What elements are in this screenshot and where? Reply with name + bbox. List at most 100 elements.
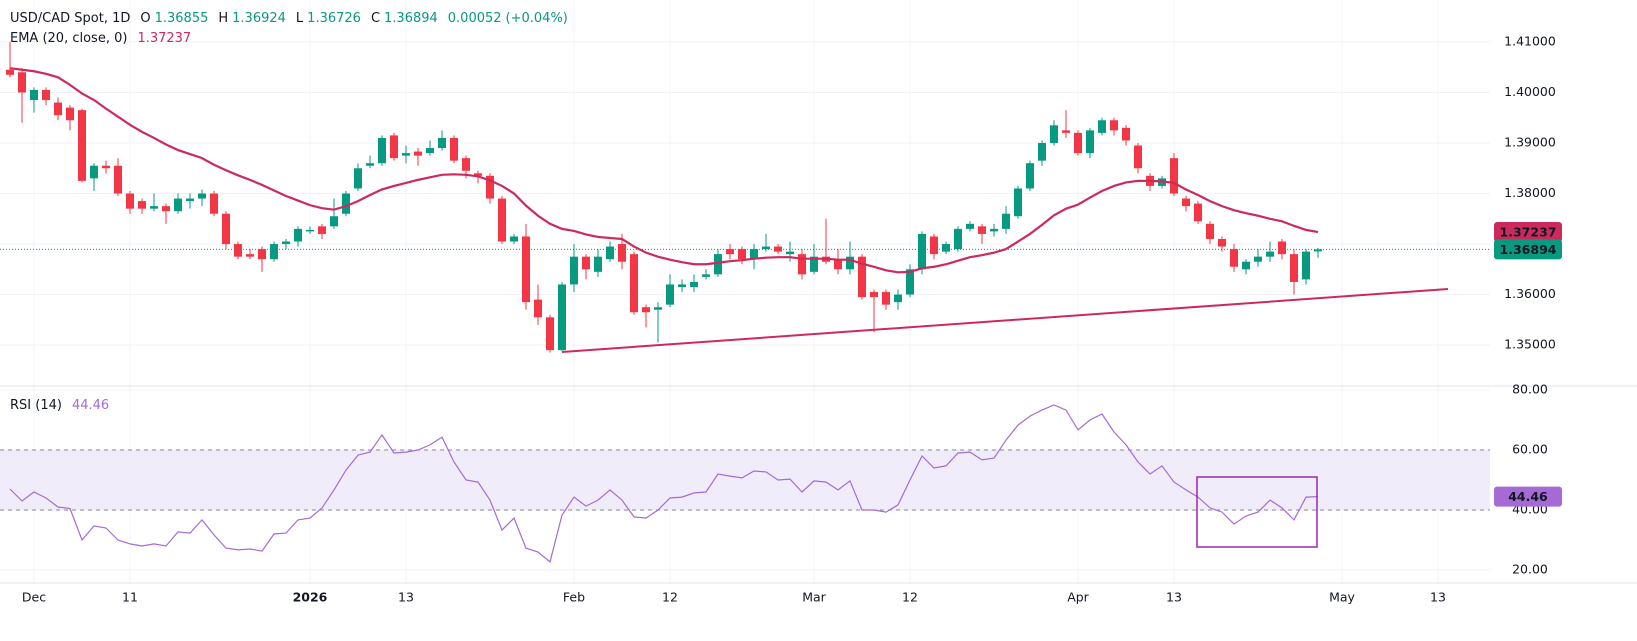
candle-body — [474, 173, 482, 176]
candle-body — [1062, 130, 1070, 133]
candle-body — [798, 254, 806, 275]
x-tick-label: 13 — [1166, 590, 1182, 605]
highlight-box — [1196, 476, 1318, 548]
candle-body — [1194, 203, 1202, 222]
rsi-name: RSI (14) — [10, 398, 62, 413]
candle-body — [1110, 120, 1118, 131]
candle-body — [78, 110, 86, 181]
labels-layer: Dec 11 2026 13 Feb 12 Mar 12 Apr 13 May 13 1.35000 1.… — [22, 33, 1562, 605]
candle-body — [1230, 249, 1238, 267]
candle-body — [546, 317, 554, 351]
candle-body — [726, 249, 734, 255]
candle-body — [1122, 127, 1130, 141]
candle-body — [1170, 158, 1178, 194]
candle-body — [390, 135, 398, 159]
ema-value: 1.37237 — [137, 31, 192, 46]
candle-body — [258, 249, 266, 260]
x-tick-label: 11 — [122, 590, 138, 605]
candle-body — [282, 241, 290, 245]
candle-body — [654, 307, 662, 310]
candle-body — [18, 72, 26, 93]
candle-body — [498, 198, 506, 242]
candle-body — [978, 226, 986, 234]
candle-body — [150, 206, 158, 209]
candle-body — [1290, 254, 1298, 282]
series-line — [9, 404, 1319, 563]
candle-body — [930, 236, 938, 255]
candle-body — [306, 229, 314, 232]
ohlc-value: 1.36726 — [307, 11, 361, 26]
candle-body — [1026, 163, 1034, 189]
candle-body — [810, 256, 818, 272]
y-tick-label: 1.40000 — [1504, 84, 1556, 99]
symbol: USD/CAD Spot, 1D — [10, 11, 131, 26]
candle-body — [330, 216, 338, 227]
candle-body — [138, 201, 146, 209]
x-tick-label: 2026 — [293, 590, 328, 605]
candle-body — [906, 269, 914, 295]
x-tick-label: May — [1329, 590, 1355, 605]
y-tick-label: 80.00 — [1512, 382, 1548, 397]
candle-body — [30, 89, 38, 101]
series-line — [9, 67, 1319, 274]
candle-body — [966, 223, 974, 229]
candle-body — [558, 284, 566, 351]
rsi-value: 44.46 — [71, 398, 110, 413]
candle-body — [342, 193, 350, 214]
candle-body — [1134, 145, 1142, 169]
candle-body — [678, 284, 686, 287]
ohlc-label: O — [140, 11, 151, 26]
candle-body — [246, 254, 254, 257]
ohlc-label: L — [295, 11, 304, 26]
candle-body — [198, 193, 206, 199]
candle-body — [318, 226, 326, 234]
candle-body — [1182, 198, 1190, 207]
ema-name: EMA (20, close, 0) — [10, 31, 128, 46]
marks-layer — [0, 41, 1490, 563]
candle-body — [270, 244, 278, 260]
candle-body — [510, 236, 518, 242]
y-tick-label: 1.36000 — [1504, 286, 1556, 301]
candle-body — [438, 137, 446, 149]
last-price-tag: 1.36894 — [1500, 242, 1557, 257]
candle-body — [762, 246, 770, 250]
ohlc-label: C — [370, 11, 381, 26]
candle-body — [870, 292, 878, 298]
candle-body — [942, 244, 950, 252]
x-tick-label: 12 — [662, 590, 678, 605]
candle-body — [630, 254, 638, 313]
candle-body — [594, 256, 602, 272]
candle-body — [1014, 188, 1022, 217]
candle-body — [750, 249, 758, 260]
candle-body — [690, 281, 698, 287]
candle-body — [1302, 251, 1310, 280]
candle-body — [846, 256, 854, 270]
x-tick-label: 12 — [902, 590, 918, 605]
candle-body — [222, 213, 230, 245]
candle-body — [354, 168, 362, 189]
ema-legend: EMA (20, close, 0) 1.37237 — [10, 31, 191, 46]
candle-body — [990, 228, 998, 232]
candle-body — [1266, 251, 1274, 257]
change: 0.00052 — [447, 11, 502, 26]
candle-body — [882, 292, 890, 305]
candle-body — [714, 254, 722, 275]
candle-body — [642, 307, 650, 313]
ohlc-value: 1.36924 — [232, 11, 286, 26]
change-pct: (+0.04%) — [505, 11, 568, 26]
candle-body — [210, 193, 218, 214]
candle-body — [126, 193, 134, 209]
x-tick-label: Apr — [1067, 590, 1089, 605]
candle-body — [102, 165, 110, 169]
candle-body — [366, 163, 374, 166]
candle-body — [894, 294, 902, 303]
series-value-tag-bg — [1494, 486, 1562, 507]
ohlc-legend: USD/CAD Spot, 1D O 1.36855 H 1.36924 L 1.36… — [10, 11, 574, 26]
y-tick-label: 1.41000 — [1504, 33, 1556, 48]
candle-body — [66, 107, 74, 121]
x-tick-label: Dec — [22, 590, 46, 605]
candle-body — [1038, 142, 1046, 161]
candle-body — [174, 198, 182, 212]
series-value-tag: 44.46 — [1508, 489, 1548, 504]
